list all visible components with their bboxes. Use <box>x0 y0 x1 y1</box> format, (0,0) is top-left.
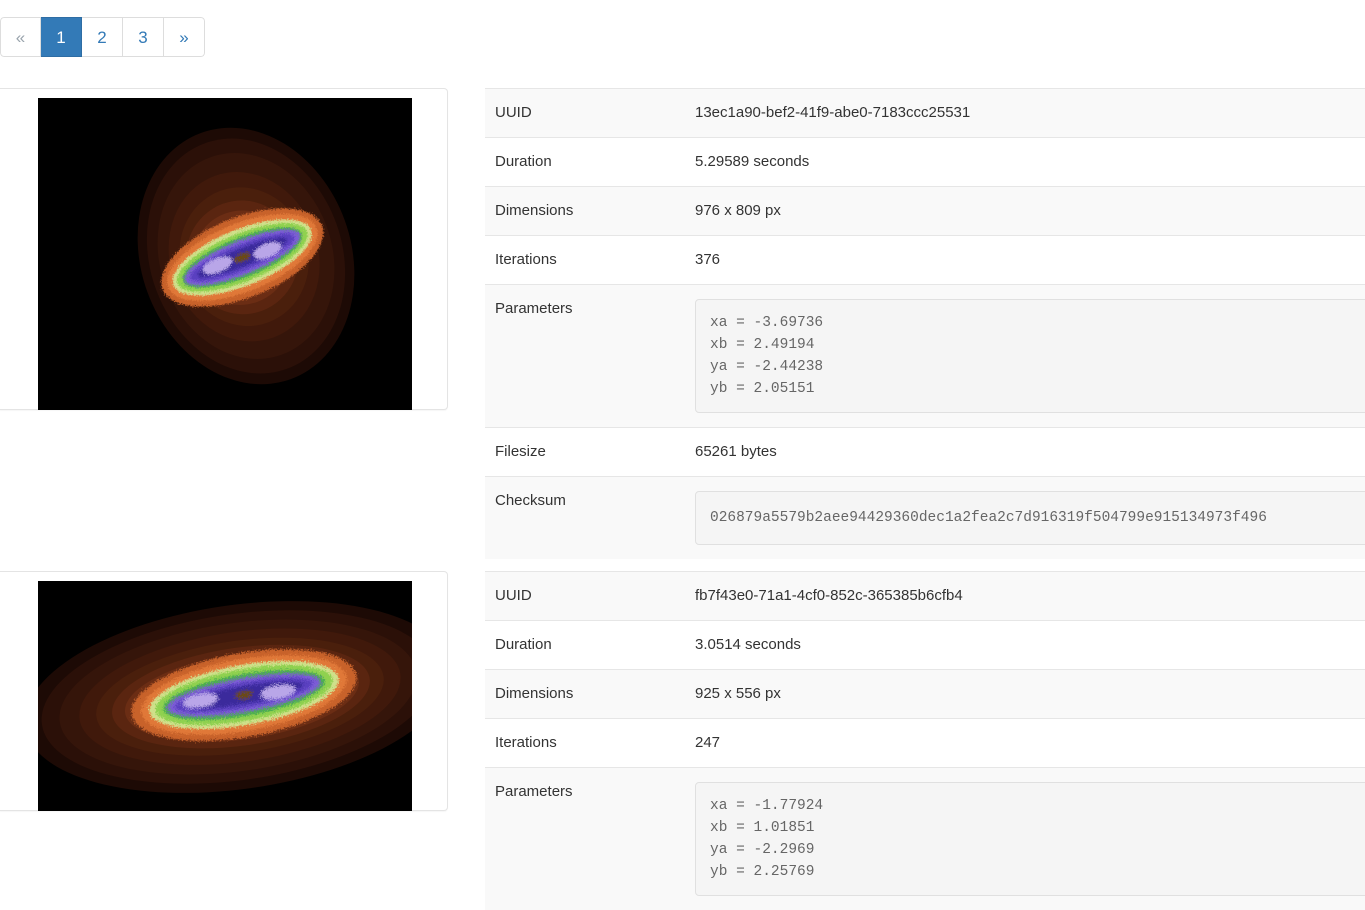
parameters-code-block: xa = -3.69736 xb = 2.49194 ya = -2.44238… <box>695 299 1365 413</box>
row-value-dimensions: 925 x 556 px <box>695 670 1365 719</box>
row-label-checksum: Checksum <box>485 477 695 560</box>
row-value-uuid: 13ec1a90-bef2-41f9-abe0-7183ccc25531 <box>695 89 1365 138</box>
row-label-uuid: UUID <box>485 89 695 138</box>
row-label-parameters: Parameters <box>485 768 695 910</box>
row-value-parameters-cell: xa = -1.77924 xb = 1.01851 ya = -2.2969 … <box>695 768 1365 910</box>
table-row-dimensions: Dimensions 976 x 809 px <box>485 187 1365 236</box>
table-row-iterations: Iterations 376 <box>485 236 1365 285</box>
fractal-image-2 <box>38 581 412 811</box>
row-value-parameters-cell: xa = -3.69736 xb = 2.49194 ya = -2.44238… <box>695 285 1365 428</box>
fractal-image-1 <box>38 98 412 410</box>
table-row-dimensions: Dimensions 925 x 556 px <box>485 670 1365 719</box>
row-value-iterations: 247 <box>695 719 1365 768</box>
row-label-duration: Duration <box>485 621 695 670</box>
fractal-thumbnail-2[interactable] <box>38 581 412 811</box>
row-label-parameters: Parameters <box>485 285 695 428</box>
pagination-bar: « 1 2 3 » <box>0 17 205 57</box>
pagination-page-3[interactable]: 3 <box>123 17 164 57</box>
row-label-filesize: Filesize <box>485 428 695 477</box>
row-label-dimensions: Dimensions <box>485 187 695 236</box>
table-row-duration: Duration 3.0514 seconds <box>485 621 1365 670</box>
table-row-iterations: Iterations 247 <box>485 719 1365 768</box>
table-row-uuid: UUID fb7f43e0-71a1-4cf0-852c-365385b6cfb… <box>485 572 1365 621</box>
fractal-thumbnail-card-2[interactable] <box>0 571 448 811</box>
row-label-iterations: Iterations <box>485 236 695 285</box>
row-value-duration: 5.29589 seconds <box>695 138 1365 187</box>
fractal-thumbnail-1[interactable] <box>38 98 412 410</box>
table-row-filesize: Filesize 65261 bytes <box>485 428 1365 477</box>
pagination-next[interactable]: » <box>164 17 205 57</box>
table-row-checksum: Checksum 026879a5579b2aee94429360dec1a2f… <box>485 477 1365 560</box>
table-row-parameters: Parameters xa = -3.69736 xb = 2.49194 ya… <box>485 285 1365 428</box>
parameters-code-block: xa = -1.77924 xb = 1.01851 ya = -2.2969 … <box>695 782 1365 896</box>
checksum-code-block: 026879a5579b2aee94429360dec1a2fea2c7d916… <box>695 491 1365 545</box>
row-value-uuid: fb7f43e0-71a1-4cf0-852c-365385b6cfb4 <box>695 572 1365 621</box>
table-row-parameters: Parameters xa = -1.77924 xb = 1.01851 ya… <box>485 768 1365 910</box>
fractal-detail-table-1: UUID 13ec1a90-bef2-41f9-abe0-7183ccc2553… <box>485 88 1365 559</box>
row-value-duration: 3.0514 seconds <box>695 621 1365 670</box>
row-label-dimensions: Dimensions <box>485 670 695 719</box>
row-label-uuid: UUID <box>485 572 695 621</box>
row-value-checksum-cell: 026879a5579b2aee94429360dec1a2fea2c7d916… <box>695 477 1365 560</box>
row-value-dimensions: 976 x 809 px <box>695 187 1365 236</box>
fractal-detail-table-2: UUID fb7f43e0-71a1-4cf0-852c-365385b6cfb… <box>485 571 1365 910</box>
fractal-thumbnail-card-1[interactable] <box>0 88 448 410</box>
row-label-iterations: Iterations <box>485 719 695 768</box>
row-label-duration: Duration <box>485 138 695 187</box>
row-value-iterations: 376 <box>695 236 1365 285</box>
table-row-uuid: UUID 13ec1a90-bef2-41f9-abe0-7183ccc2553… <box>485 89 1365 138</box>
row-value-filesize: 65261 bytes <box>695 428 1365 477</box>
pagination-prev[interactable]: « <box>0 17 41 57</box>
pagination-page-2[interactable]: 2 <box>82 17 123 57</box>
pagination-page-1[interactable]: 1 <box>41 17 82 57</box>
table-row-duration: Duration 5.29589 seconds <box>485 138 1365 187</box>
pagination: « 1 2 3 » <box>0 17 205 57</box>
